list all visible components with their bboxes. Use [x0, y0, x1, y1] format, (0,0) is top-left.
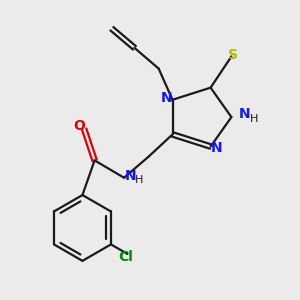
Text: N: N — [239, 107, 251, 121]
Text: H: H — [134, 176, 143, 185]
Text: S: S — [228, 48, 238, 62]
Text: N: N — [211, 141, 223, 155]
Text: H: H — [249, 114, 258, 124]
Text: O: O — [73, 119, 85, 134]
Text: N: N — [160, 91, 172, 105]
Text: Cl: Cl — [118, 250, 133, 264]
Text: N: N — [124, 169, 136, 183]
